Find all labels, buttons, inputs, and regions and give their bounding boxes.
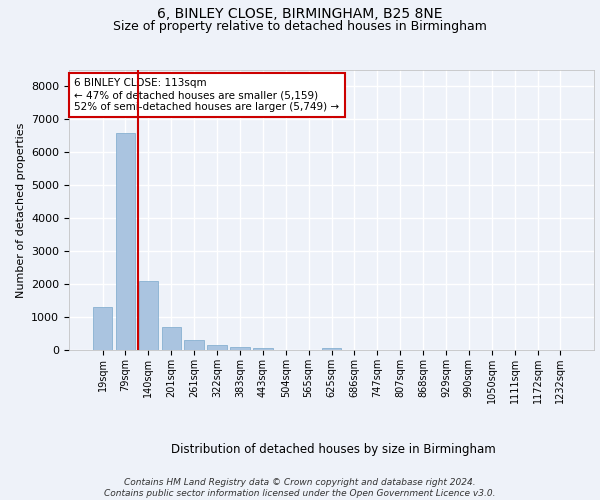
Bar — [184, 340, 204, 350]
Y-axis label: Number of detached properties: Number of detached properties — [16, 122, 26, 298]
Text: Distribution of detached houses by size in Birmingham: Distribution of detached houses by size … — [170, 442, 496, 456]
Text: Contains HM Land Registry data © Crown copyright and database right 2024.
Contai: Contains HM Land Registry data © Crown c… — [104, 478, 496, 498]
Bar — [161, 327, 181, 350]
Text: 6, BINLEY CLOSE, BIRMINGHAM, B25 8NE: 6, BINLEY CLOSE, BIRMINGHAM, B25 8NE — [157, 8, 443, 22]
Bar — [116, 132, 135, 350]
Bar — [208, 345, 227, 350]
Bar — [139, 281, 158, 350]
Text: 6 BINLEY CLOSE: 113sqm
← 47% of detached houses are smaller (5,159)
52% of semi-: 6 BINLEY CLOSE: 113sqm ← 47% of detached… — [74, 78, 340, 112]
Bar — [93, 307, 112, 350]
Bar — [230, 346, 250, 350]
Bar — [253, 348, 272, 350]
Text: Size of property relative to detached houses in Birmingham: Size of property relative to detached ho… — [113, 20, 487, 33]
Bar — [322, 348, 341, 350]
